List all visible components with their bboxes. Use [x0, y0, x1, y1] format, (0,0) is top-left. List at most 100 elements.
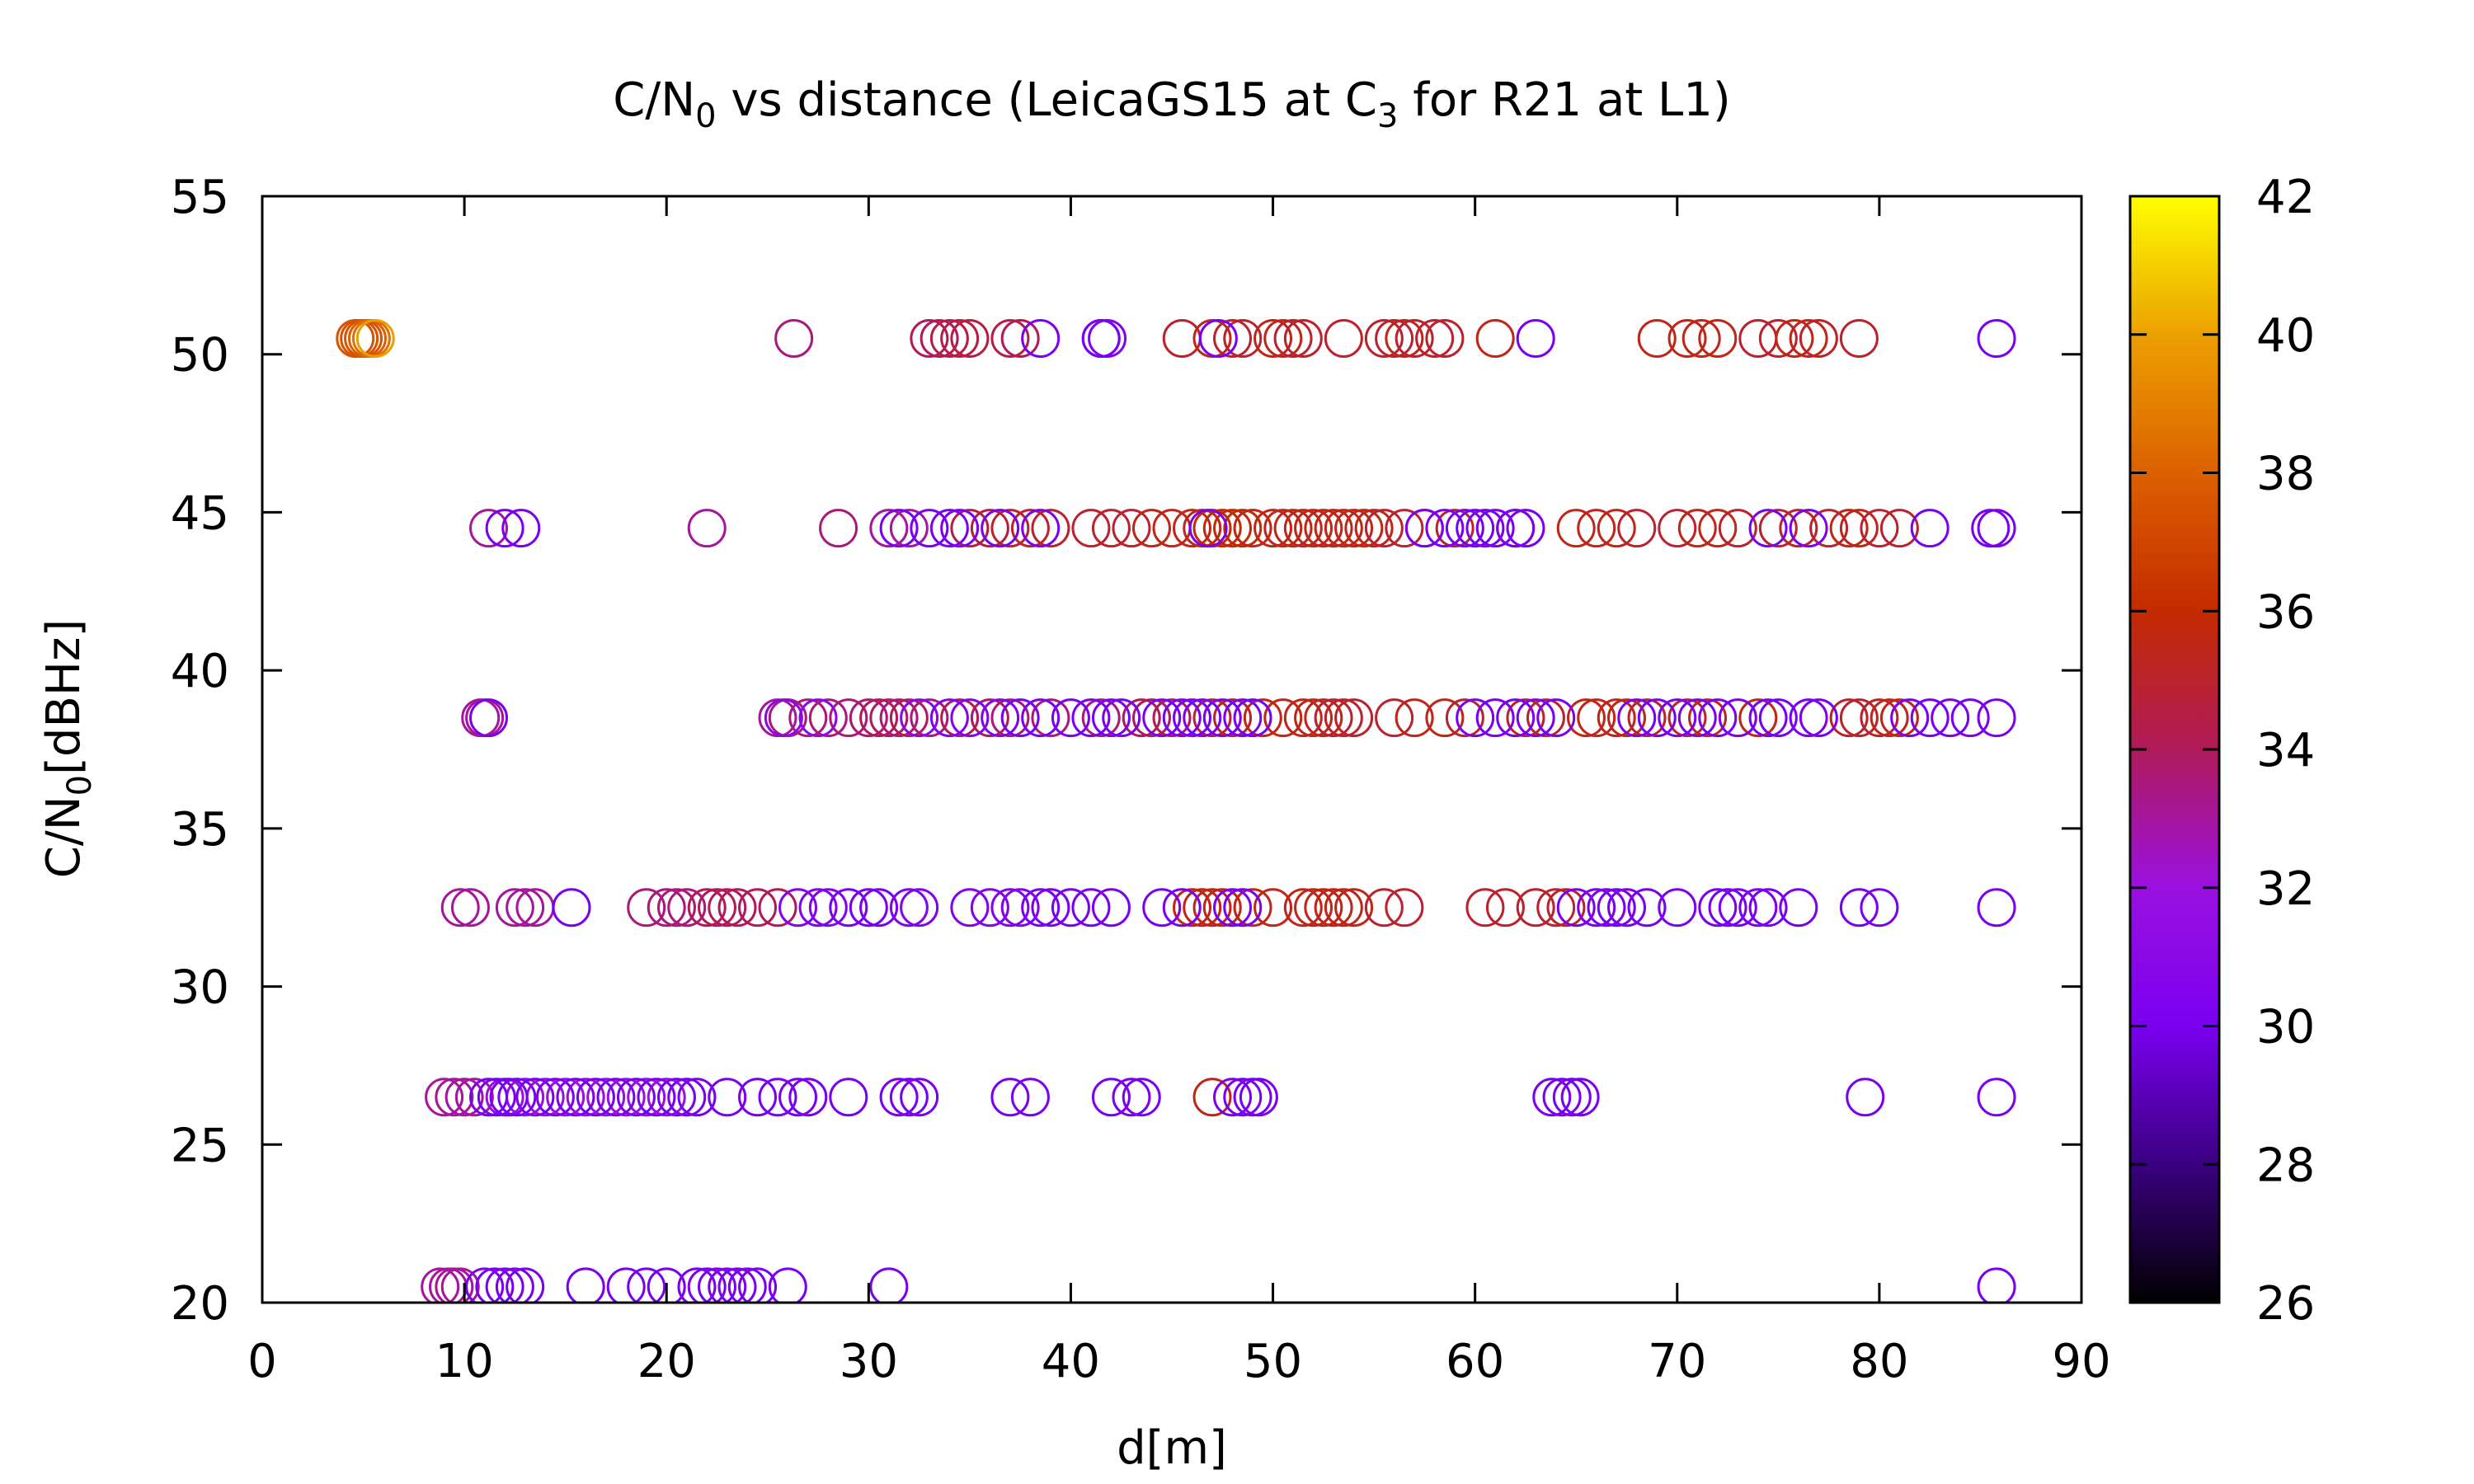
data-point	[1354, 509, 1394, 548]
data-point	[1475, 509, 1515, 548]
plot-frame	[261, 195, 2083, 1304]
data-point	[900, 888, 939, 928]
data-point	[758, 888, 797, 928]
x-tick-label: 0	[247, 1335, 277, 1388]
data-point	[900, 1078, 939, 1117]
data-point	[1000, 888, 1040, 928]
data-point	[1324, 888, 1363, 928]
data-point	[940, 698, 980, 738]
data-point	[1425, 319, 1465, 359]
data-point	[1081, 698, 1121, 738]
data-point	[1304, 698, 1343, 738]
data-point	[1091, 888, 1131, 928]
y-tick-label: 50	[171, 329, 229, 383]
data-point	[910, 509, 949, 548]
data-point	[1334, 698, 1374, 738]
data-point	[1395, 698, 1434, 738]
data-point	[1779, 509, 1818, 548]
data-point	[1294, 888, 1333, 928]
data-point	[1617, 698, 1657, 738]
data-point	[606, 1078, 646, 1117]
data-point	[1243, 698, 1282, 738]
data-point	[708, 888, 747, 928]
data-point	[566, 1078, 605, 1117]
colorbar-tick-label: 38	[2256, 448, 2315, 501]
data-point	[497, 1078, 537, 1117]
data-point	[1698, 319, 1738, 359]
data-point	[929, 509, 969, 548]
data-point	[1556, 509, 1596, 548]
data-point	[435, 1078, 474, 1117]
data-point	[1681, 319, 1721, 359]
colorbar-tick-label: 40	[2256, 309, 2315, 363]
data-point	[1324, 319, 1363, 359]
data-point	[465, 1267, 505, 1303]
data-point	[1173, 509, 1212, 548]
data-point	[768, 1267, 807, 1303]
data-point	[1385, 509, 1424, 548]
data-point	[1213, 1078, 1253, 1117]
data-point	[708, 1078, 747, 1117]
data-point	[656, 888, 696, 928]
data-point	[637, 1078, 676, 1117]
scatter-markers	[336, 319, 2016, 1303]
data-point	[1021, 888, 1061, 928]
data-point	[859, 888, 899, 928]
data-point	[900, 698, 939, 738]
data-point	[1071, 888, 1111, 928]
data-point	[1445, 509, 1484, 548]
data-point	[1839, 509, 1879, 548]
data-point	[1233, 698, 1272, 738]
data-point	[1910, 698, 1950, 738]
data-point	[546, 1078, 586, 1117]
data-point	[1202, 888, 1242, 928]
y-axis: 20 25 30 35 40 45 50 55	[171, 171, 2081, 1331]
data-point	[798, 698, 838, 738]
data-point	[1546, 888, 1586, 928]
data-point	[1617, 509, 1657, 548]
data-point	[667, 1078, 707, 1117]
data-point	[1334, 509, 1374, 548]
data-point	[506, 1267, 545, 1303]
data-point	[970, 698, 1009, 738]
data-point	[1566, 698, 1606, 738]
data-point	[1334, 888, 1374, 928]
data-point	[1239, 1078, 1278, 1117]
data-point	[1415, 319, 1455, 359]
data-point	[627, 1078, 666, 1117]
data-point	[440, 888, 480, 928]
data-point	[1283, 319, 1323, 359]
data-point	[1799, 698, 1838, 738]
data-point	[1000, 319, 1040, 359]
data-point	[1506, 698, 1545, 738]
data-point	[1607, 888, 1646, 928]
data-point	[1131, 509, 1171, 548]
data-point	[798, 888, 838, 928]
colorbar-tick-label: 42	[2256, 171, 2315, 224]
data-point	[929, 698, 969, 738]
data-point	[1000, 698, 1040, 738]
data-point	[489, 1078, 529, 1117]
data-point	[1122, 698, 1161, 738]
data-point	[627, 888, 666, 928]
data-point	[1263, 698, 1303, 738]
data-point	[1142, 698, 1182, 738]
data-point	[950, 698, 990, 738]
data-point	[1775, 319, 1814, 359]
data-point	[990, 509, 1030, 548]
data-point	[1253, 888, 1293, 928]
data-point	[1385, 319, 1424, 359]
data-point	[1708, 888, 1747, 928]
data-point	[1071, 698, 1111, 738]
data-point	[1183, 888, 1222, 928]
data-point	[1253, 509, 1293, 548]
data-point	[1173, 888, 1212, 928]
data-point	[1977, 1078, 2016, 1117]
x-tick-label: 30	[840, 1335, 898, 1388]
data-point	[1425, 509, 1465, 548]
data-point	[808, 888, 848, 928]
data-point	[1577, 698, 1616, 738]
data-point	[889, 1078, 929, 1117]
data-point	[1283, 698, 1323, 738]
data-point	[1385, 888, 1424, 928]
